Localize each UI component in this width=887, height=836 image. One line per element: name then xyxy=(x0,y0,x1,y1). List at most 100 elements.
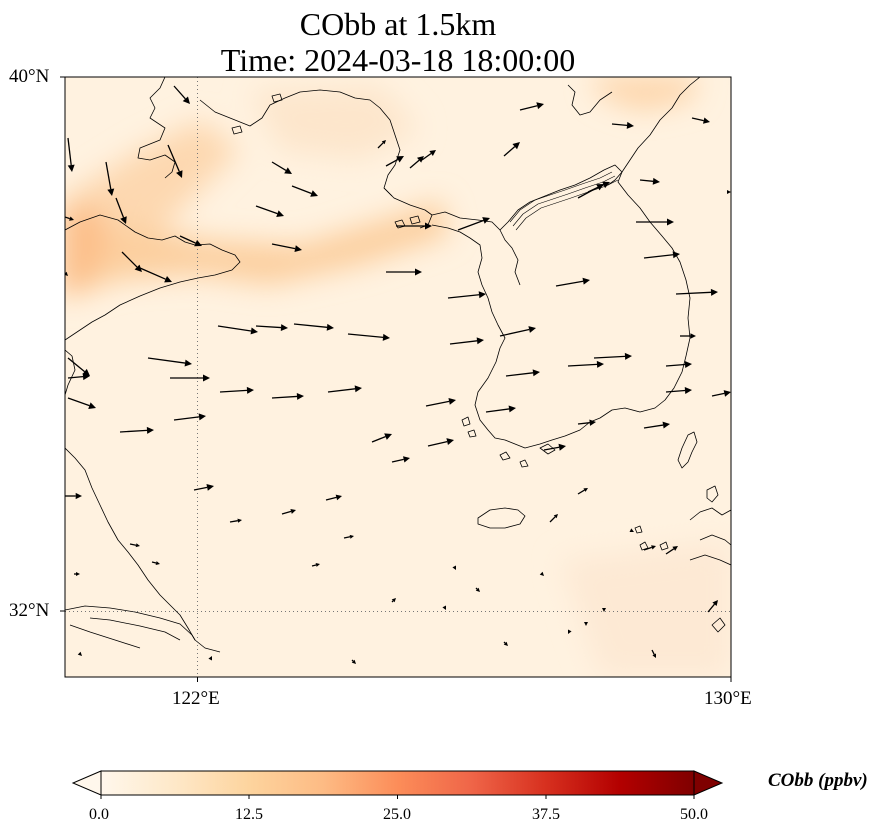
wind-arrow xyxy=(396,222,432,230)
axis-tick-marks xyxy=(60,76,732,682)
wind-arrow xyxy=(255,324,288,332)
wind-arrow xyxy=(386,268,422,276)
wind-arrow xyxy=(680,333,696,339)
wind-arrow xyxy=(65,271,68,276)
map-title-line1: CObb at 1.5km xyxy=(299,6,497,42)
wind-arrow xyxy=(409,156,424,169)
wind-arrow xyxy=(577,419,596,426)
wind-arrow xyxy=(65,216,74,221)
map-frame xyxy=(64,76,732,678)
lon-tick-130e: 130°E xyxy=(704,688,752,709)
wind-arrow xyxy=(602,608,606,612)
wind-arrow xyxy=(447,291,486,299)
wind-arrow xyxy=(311,563,320,567)
lat-tick-32n: 32°N xyxy=(9,600,50,621)
wind-arrow xyxy=(425,397,456,407)
wind-arrow xyxy=(584,622,588,626)
wind-arrow xyxy=(727,190,731,194)
wind-arrow xyxy=(675,288,718,296)
wind-arrow xyxy=(147,357,192,367)
wind-arrow xyxy=(452,565,456,570)
colorbar-extend-high xyxy=(693,770,724,796)
concentration-field xyxy=(65,77,731,677)
wind-arrow xyxy=(691,117,710,124)
wind-arrow xyxy=(351,659,356,664)
wind-arrow xyxy=(291,185,318,197)
wind-arrow xyxy=(665,546,678,555)
wind-arrow xyxy=(449,337,484,345)
wind-arrow xyxy=(555,277,590,287)
wind-arrow xyxy=(151,561,160,565)
wind-arrow xyxy=(121,251,142,272)
wind-arrow xyxy=(255,205,284,217)
wind-arrow xyxy=(179,235,202,247)
wind-arrow xyxy=(67,137,75,172)
wind-arrow xyxy=(229,518,242,523)
wind-arrow xyxy=(293,323,334,331)
wind-arrow xyxy=(115,197,127,224)
colorbar-tick-label: 0.0 xyxy=(89,806,109,823)
wind-arrow xyxy=(377,140,386,149)
wind-arrow xyxy=(74,572,80,576)
wind-arrow xyxy=(567,360,604,368)
wind-arrow xyxy=(325,494,342,501)
wind-arrow xyxy=(327,385,362,393)
wind-arrow xyxy=(457,217,490,231)
wind-arrow xyxy=(665,387,692,395)
wind-arrow xyxy=(129,543,140,548)
colorbar-tick-label: 37.5 xyxy=(532,806,560,823)
colorbar-label: CObb (ppbv) xyxy=(768,770,868,791)
wind-arrow xyxy=(539,571,544,576)
wind-arrow xyxy=(587,181,610,193)
colorbar-tick-label: 12.5 xyxy=(235,806,263,823)
wind-arrow xyxy=(711,390,731,397)
wind-arrow xyxy=(67,373,90,381)
wind-arrow xyxy=(421,150,436,161)
wind-arrow xyxy=(568,629,572,634)
wind-arrow xyxy=(281,508,296,515)
wind-arrow xyxy=(391,598,396,603)
wind-vectors xyxy=(65,85,731,664)
wind-arrow xyxy=(611,121,634,129)
wind-arrow xyxy=(271,243,302,253)
wind-arrow xyxy=(170,374,210,382)
colorbar-gradient xyxy=(101,771,694,795)
wind-arrow xyxy=(65,492,82,500)
wind-arrow xyxy=(167,144,183,178)
wind-arrow xyxy=(475,587,480,592)
wind-arrow xyxy=(665,361,692,369)
wind-arrow xyxy=(193,483,214,491)
wind-arrow xyxy=(643,421,670,429)
wind-arrow xyxy=(629,528,634,532)
wind-arrow xyxy=(549,514,558,523)
colorbar-tick-label: 50.0 xyxy=(680,806,708,823)
colorbar xyxy=(71,770,724,799)
wind-arrow xyxy=(173,413,206,421)
wind-arrow xyxy=(217,325,258,335)
wind-arrow xyxy=(639,177,660,185)
wind-arrow xyxy=(505,369,540,377)
wind-arrow xyxy=(347,333,390,341)
wind-arrow xyxy=(105,161,115,196)
wind-arrow xyxy=(543,443,566,451)
wind-arrow xyxy=(119,426,154,434)
wind-arrow xyxy=(707,600,718,613)
wind-arrow xyxy=(385,156,404,167)
lon-tick-122e: 122°E xyxy=(172,688,220,709)
wind-arrow xyxy=(343,534,354,539)
wind-arrow xyxy=(208,656,212,661)
wind-arrow xyxy=(67,357,90,376)
wind-arrow xyxy=(271,161,292,174)
map-title-line2: Time: 2024-03-18 18:00:00 xyxy=(220,42,576,78)
wind-arrow xyxy=(77,651,82,656)
wind-arrow xyxy=(651,649,656,658)
colorbar-extend-low xyxy=(71,770,102,796)
colorbar-tick-label: 25.0 xyxy=(383,806,411,823)
wind-arrow xyxy=(427,438,454,447)
wind-arrow xyxy=(442,605,446,610)
wind-arrow xyxy=(519,102,544,111)
wind-arrow xyxy=(643,545,656,551)
coastline xyxy=(65,77,731,653)
wind-arrow xyxy=(485,405,516,413)
